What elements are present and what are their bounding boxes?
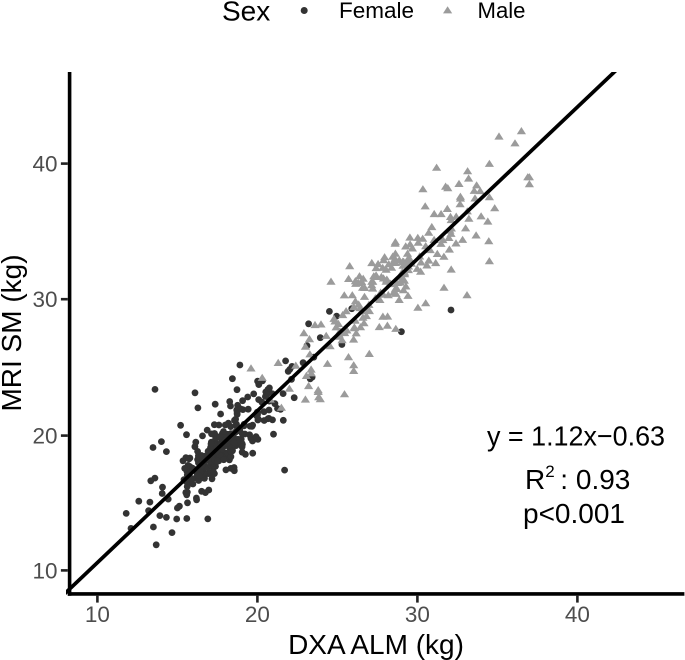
svg-text:DXA ALM (kg): DXA ALM (kg) xyxy=(288,629,464,660)
svg-text:30: 30 xyxy=(32,287,57,312)
svg-text:10: 10 xyxy=(32,558,57,583)
svg-text:y = 1.12x−0.63: y = 1.12x−0.63 xyxy=(487,421,665,452)
svg-text:20: 20 xyxy=(32,424,57,449)
svg-text:10: 10 xyxy=(85,602,110,627)
svg-text:MRI SM (kg): MRI SM (kg) xyxy=(0,254,27,411)
svg-text:40: 40 xyxy=(32,152,57,177)
svg-text:Sex: Sex xyxy=(222,0,270,27)
svg-text:Female: Female xyxy=(339,0,414,23)
svg-text:p<0.001: p<0.001 xyxy=(523,498,625,529)
svg-text:20: 20 xyxy=(245,602,270,627)
svg-text:40: 40 xyxy=(565,602,590,627)
svg-text:R2 : 0.93: R2 : 0.93 xyxy=(525,462,630,495)
svg-text:30: 30 xyxy=(405,602,430,627)
svg-text:Male: Male xyxy=(478,0,526,23)
